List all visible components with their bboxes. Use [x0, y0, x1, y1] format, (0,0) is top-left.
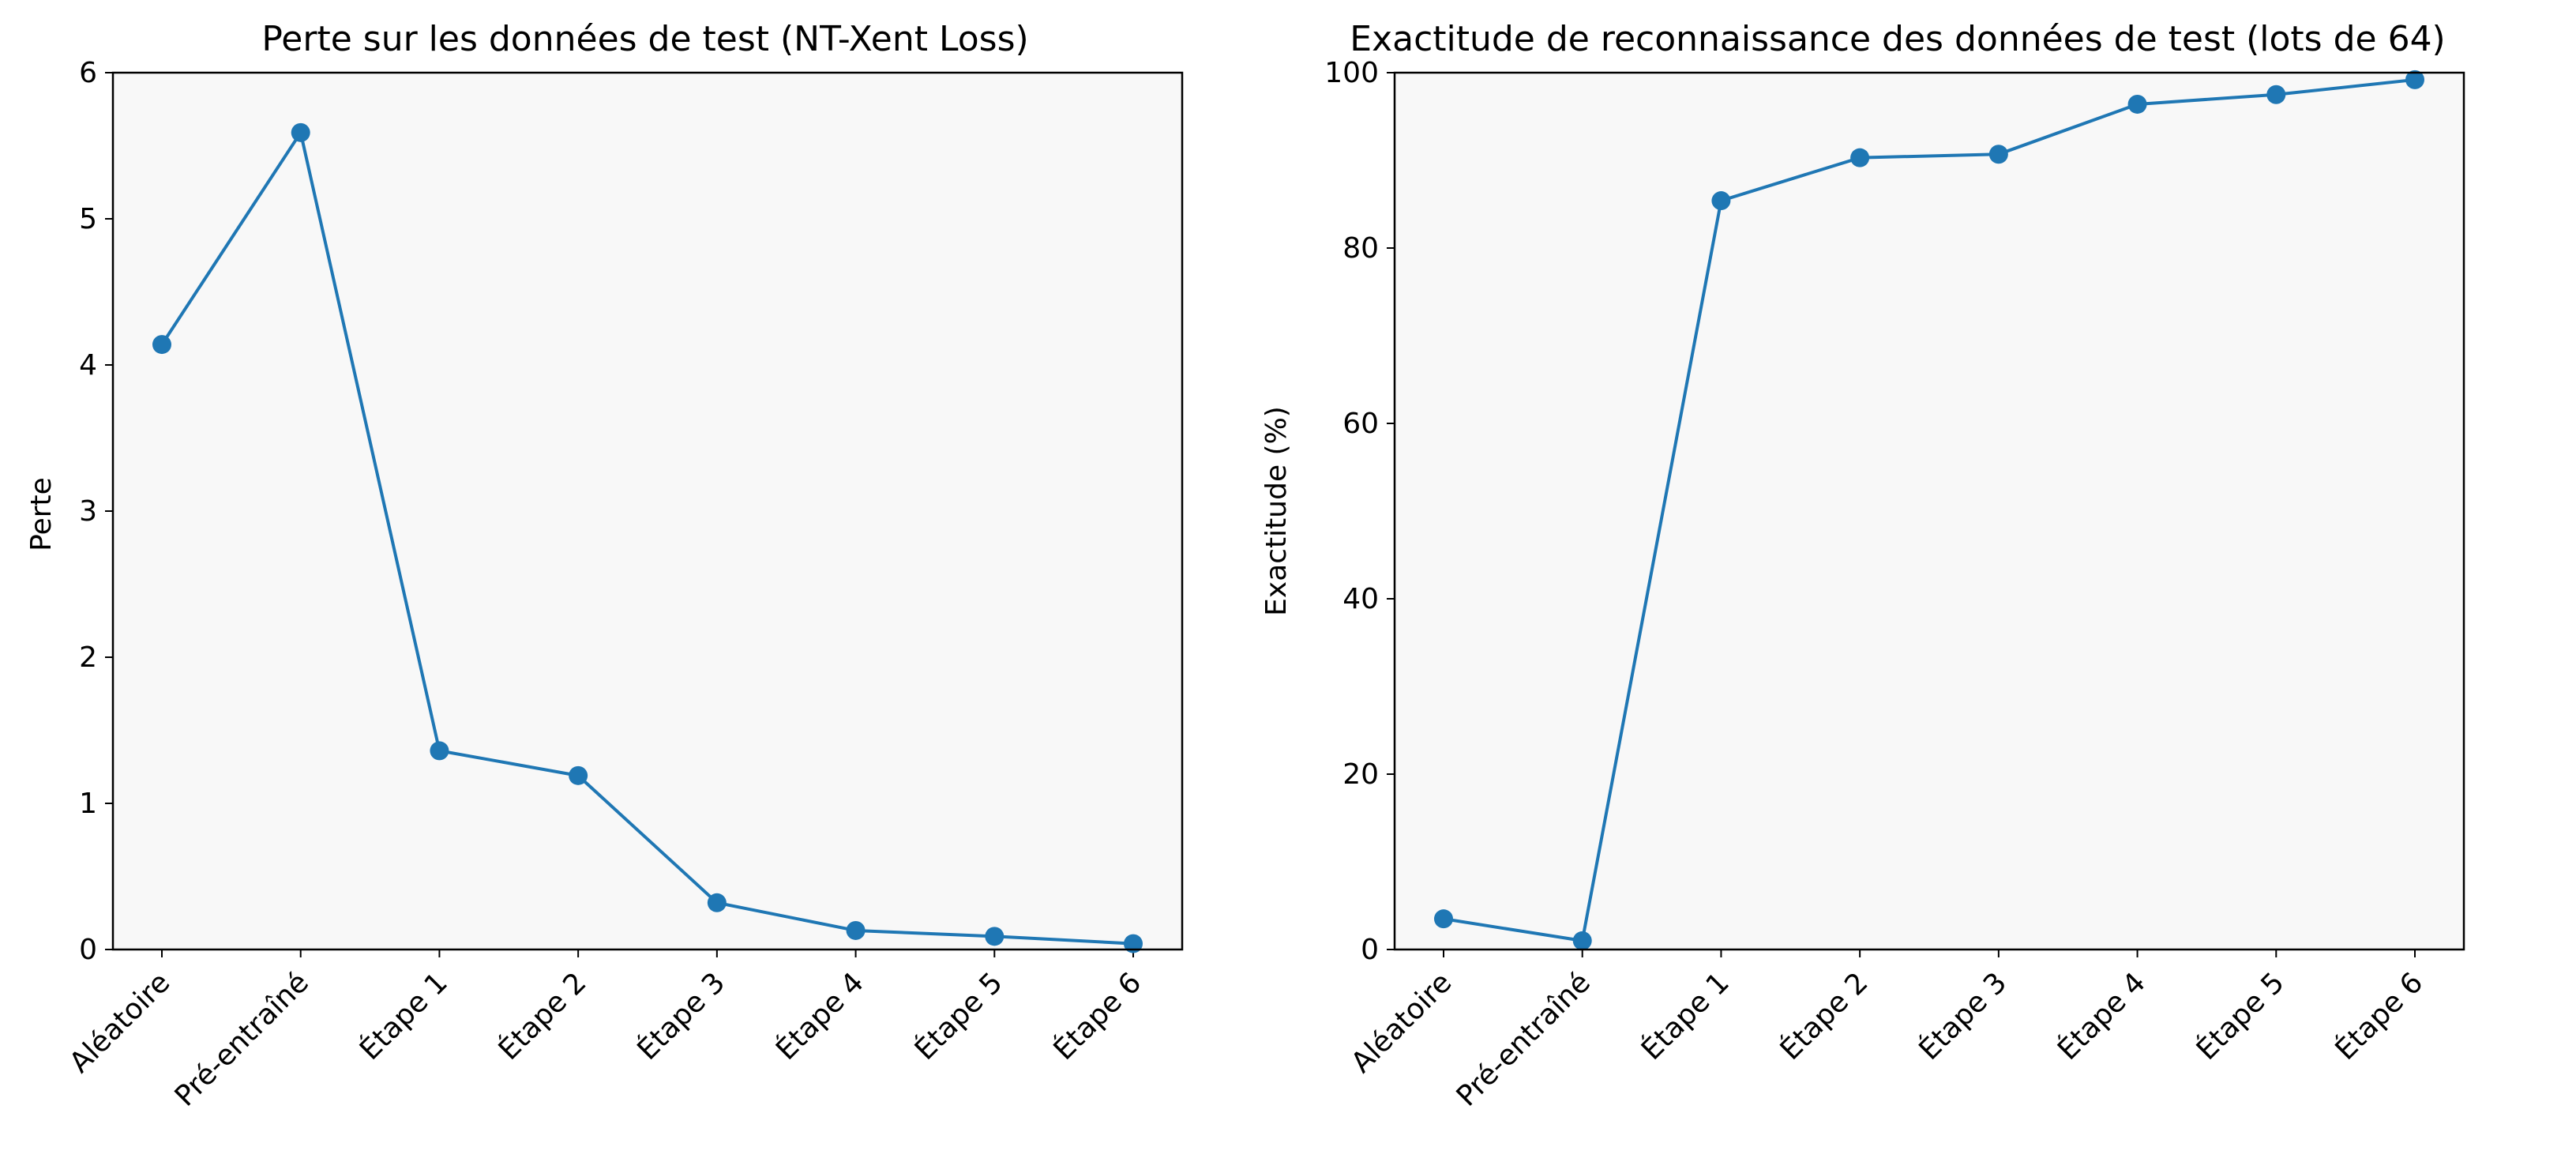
loss-data-point: [430, 741, 449, 761]
accuracy-chart: Exactitude de reconnaissance des données…: [1260, 19, 2465, 1113]
accuracy-plot-area: [1395, 73, 2464, 950]
loss-plot-area: [113, 73, 1182, 950]
loss-y-tick-label: 0: [79, 934, 97, 966]
loss-chart: Perte sur les données de test (NT-Xent L…: [25, 19, 1184, 1113]
accuracy-data-point: [2405, 70, 2424, 89]
loss-data-point: [1124, 934, 1143, 953]
loss-y-axis-label: Perte: [25, 477, 58, 551]
loss-chart-title: Perte sur les données de test (NT-Xent L…: [261, 19, 1028, 59]
accuracy-y-tick-label: 80: [1342, 232, 1379, 265]
accuracy-data-point: [2127, 94, 2147, 114]
loss-y-tick-label: 6: [79, 57, 97, 89]
accuracy-y-tick-label: 0: [1361, 934, 1379, 966]
accuracy-data-point: [1572, 931, 1592, 950]
accuracy-data-point: [1850, 148, 1870, 167]
loss-data-point: [985, 927, 1004, 946]
accuracy-series-line: [1443, 77, 2416, 942]
accuracy-y-tick-label: 100: [1324, 57, 1379, 89]
accuracy-y-tick-label: 40: [1342, 583, 1379, 615]
accuracy-y-tick-label: 20: [1342, 758, 1379, 791]
loss-data-point: [846, 920, 866, 940]
accuracy-y-tick-label: 60: [1342, 408, 1379, 440]
accuracy-y-axis-label: Exactitude (%): [1260, 406, 1293, 616]
loss-y-tick-label: 5: [79, 203, 97, 235]
loss-data-point: [152, 335, 171, 355]
loss-data-point: [291, 122, 310, 142]
accuracy-plot-frame: [1393, 71, 2465, 951]
loss-data-point: [707, 893, 727, 912]
loss-series-line: [160, 130, 1134, 946]
accuracy-data-point: [1434, 909, 1453, 929]
loss-y-tick-label: 3: [79, 495, 97, 528]
accuracy-data-point: [1711, 191, 1731, 211]
accuracy-data-point: [1988, 145, 2008, 164]
loss-y-tick-label: 1: [79, 788, 97, 820]
loss-plot-frame: [111, 71, 1184, 951]
accuracy-data-point: [2266, 85, 2286, 104]
loss-y-tick-label: 4: [79, 349, 97, 382]
loss-y-tick-label: 2: [79, 641, 97, 674]
accuracy-chart-title: Exactitude de reconnaissance des données…: [1350, 19, 2445, 59]
loss-data-point: [569, 765, 588, 785]
